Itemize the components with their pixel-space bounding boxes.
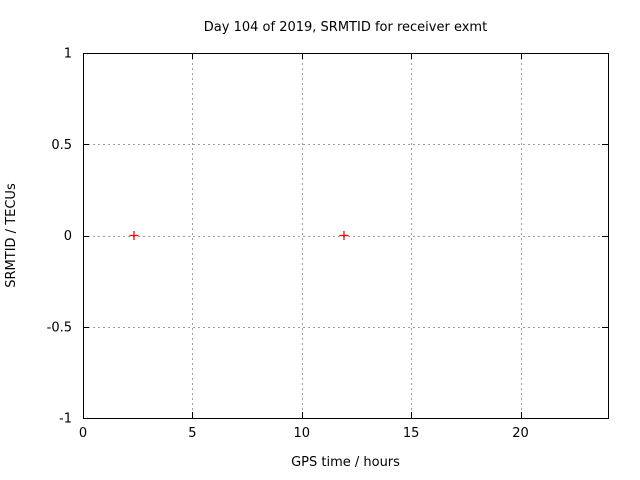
x-tick-label: 20 [512,426,529,441]
y-axis-label: SRMTID / TECUs [4,183,19,288]
x-tick-label: 0 [79,426,87,441]
x-tick-label: 10 [293,426,310,441]
y-tick-label: -1 [59,412,72,427]
chart-title: Day 104 of 2019, SRMTID for receiver exm… [203,20,488,35]
y-tick-label: -0.5 [47,320,72,335]
x-axis-label: GPS time / hours [291,455,400,470]
data-point-marker [129,231,139,240]
y-tick-label: 1 [64,47,72,62]
y-tick-label: 0.5 [51,138,72,153]
y-tick-label: 0 [64,229,72,244]
x-tick-label: 5 [188,426,196,441]
data-point-marker [339,231,349,240]
x-tick-label: 15 [403,426,420,441]
